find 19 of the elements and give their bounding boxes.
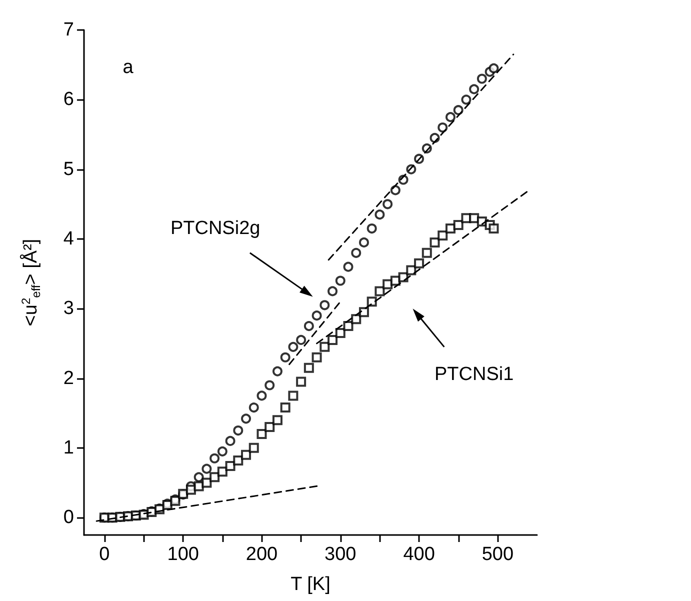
y-axis-title: <u2eff> [Å²] xyxy=(19,238,43,326)
x-tick-label: 0 xyxy=(99,544,110,565)
y-tick-label: 4 xyxy=(63,228,74,250)
annotation: PTCNSi2g xyxy=(170,218,260,240)
x-tick-label: 500 xyxy=(482,544,514,565)
x-tick-label: 400 xyxy=(403,544,435,565)
y-tick-label: 5 xyxy=(63,158,74,180)
x-tick-label: 300 xyxy=(324,544,356,565)
y-tick-label: 2 xyxy=(63,368,74,389)
y-tick-label: 7 xyxy=(63,20,74,40)
y-tick-label: 1 xyxy=(63,437,74,458)
x-axis-title: T [K] xyxy=(290,574,330,595)
y-tick-label: 3 xyxy=(63,298,74,320)
annotation: a xyxy=(122,57,134,80)
x-tick-label: 200 xyxy=(246,544,278,565)
y-tick-label: 0 xyxy=(63,507,74,528)
x-tick-label: 100 xyxy=(167,544,199,565)
annotation: PTCNSi1 xyxy=(434,364,514,386)
y-tick-label: 6 xyxy=(63,89,74,110)
